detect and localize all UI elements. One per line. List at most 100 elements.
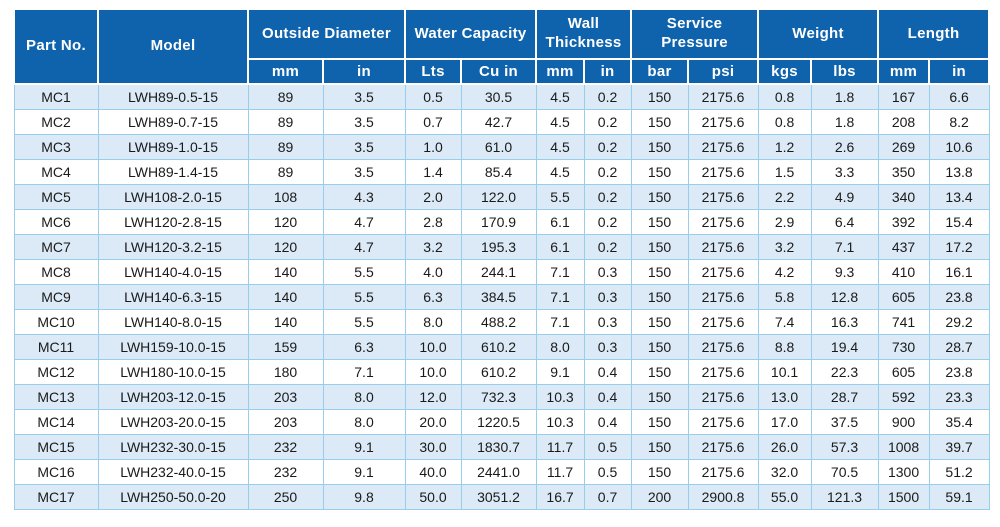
wc-lts-cell: 0.5 <box>404 83 462 110</box>
len-in-cell: 29.2 <box>928 308 990 335</box>
wc-cuin-cell: 732.3 <box>460 383 537 410</box>
wc-cuin-cell: 61.0 <box>460 133 537 160</box>
len-mm-cell: 269 <box>877 133 930 160</box>
len-mm-cell: 730 <box>877 333 930 360</box>
wt-mm-cell: 4.5 <box>535 83 585 110</box>
table-row: MC1 LWH89-0.5-15 89 3.5 0.5 30.5 4.5 0.2 150 2175… <box>13 83 990 110</box>
od-in-cell: 9.1 <box>322 458 406 485</box>
unit-w-kgs: kgs <box>757 58 813 85</box>
sp-bar-cell: 150 <box>630 83 689 110</box>
od-mm-cell: 203 <box>247 408 324 435</box>
od-in-cell: 7.1 <box>322 358 406 385</box>
sp-bar-cell: 150 <box>630 383 689 410</box>
sp-bar-cell: 150 <box>630 158 689 185</box>
part-no-cell: MC10 <box>13 308 99 335</box>
len-in-cell: 35.4 <box>928 408 990 435</box>
wt-mm-cell: 11.7 <box>535 458 585 485</box>
len-mm-cell: 1300 <box>877 458 930 485</box>
w-lbs-cell: 3.3 <box>810 158 879 185</box>
spec-table: Part No. Model Outside Diameter Water Ca… <box>13 8 991 510</box>
sp-bar-cell: 150 <box>630 333 689 360</box>
len-mm-cell: 900 <box>877 408 930 435</box>
model-cell: LWH140-4.0-15 <box>97 258 249 285</box>
wc-cuin-cell: 610.2 <box>460 333 537 360</box>
w-lbs-cell: 9.3 <box>810 258 879 285</box>
unit-od-mm: mm <box>247 58 324 85</box>
wc-cuin-cell: 1830.7 <box>460 433 537 460</box>
sp-psi-cell: 2175.6 <box>687 283 759 310</box>
table-row: MC2 LWH89-0.7-15 89 3.5 0.7 42.7 4.5 0.2 150 2175… <box>13 108 990 135</box>
model-cell: LWH180-10.0-15 <box>97 358 249 385</box>
w-kgs-cell: 2.9 <box>757 208 812 235</box>
header-outside-diameter: Outside Diameter <box>246 8 407 60</box>
part-no-cell: MC17 <box>13 483 99 510</box>
len-mm-cell: 592 <box>877 383 930 410</box>
len-in-cell: 6.6 <box>928 83 990 110</box>
wt-mm-cell: 11.7 <box>535 433 585 460</box>
od-mm-cell: 108 <box>247 183 324 210</box>
model-cell: LWH232-30.0-15 <box>97 433 249 460</box>
table-row: MC10 LWH140-8.0-15 140 5.5 8.0 488.2 7.1 0.3 150… <box>13 308 990 335</box>
wc-lts-cell: 2.8 <box>404 208 462 235</box>
len-mm-cell: 208 <box>877 108 930 135</box>
unit-sp-psi: psi <box>687 58 760 85</box>
header-weight: Weight <box>757 8 880 60</box>
wc-lts-cell: 30.0 <box>404 433 462 460</box>
od-mm-cell: 89 <box>247 83 324 110</box>
len-in-cell: 59.1 <box>928 483 990 510</box>
header-unit-row: mm in Lts Cu in mm in bar psi kgs lbs mm… <box>14 58 991 85</box>
w-kgs-cell: 7.4 <box>757 308 812 335</box>
wc-lts-cell: 1.4 <box>404 158 462 185</box>
wt-mm-cell: 6.1 <box>535 233 585 260</box>
part-no-cell: MC11 <box>13 333 99 360</box>
model-cell: LWH232-40.0-15 <box>97 458 249 485</box>
wt-mm-cell: 9.1 <box>535 358 585 385</box>
od-mm-cell: 159 <box>247 333 324 360</box>
od-mm-cell: 120 <box>247 233 324 260</box>
w-lbs-cell: 1.8 <box>810 108 879 135</box>
wt-in-cell: 0.2 <box>583 83 632 110</box>
wt-mm-cell: 4.5 <box>535 108 585 135</box>
table-body: MC1 LWH89-0.5-15 89 3.5 0.5 30.5 4.5 0.2 150 2175… <box>13 83 990 510</box>
wt-in-cell: 0.5 <box>583 433 632 460</box>
unit-len-in: in <box>928 58 991 85</box>
header-group-row: Part No. Model Outside Diameter Water Ca… <box>13 8 991 85</box>
part-no-cell: MC16 <box>13 458 99 485</box>
w-kgs-cell: 8.8 <box>757 333 812 360</box>
w-kgs-cell: 26.0 <box>757 433 812 460</box>
sp-psi-cell: 2175.6 <box>687 83 759 110</box>
w-lbs-cell: 4.9 <box>810 183 879 210</box>
wt-in-cell: 0.3 <box>583 308 632 335</box>
w-lbs-cell: 2.6 <box>810 133 879 160</box>
sp-psi-cell: 2175.6 <box>687 158 759 185</box>
wt-mm-cell: 7.1 <box>535 283 585 310</box>
len-in-cell: 15.4 <box>928 208 990 235</box>
len-mm-cell: 410 <box>877 258 930 285</box>
wc-cuin-cell: 170.9 <box>460 208 537 235</box>
w-lbs-cell: 57.3 <box>810 433 879 460</box>
part-no-cell: MC6 <box>13 208 99 235</box>
w-lbs-cell: 7.1 <box>810 233 879 260</box>
unit-len-mm: mm <box>877 58 931 85</box>
od-in-cell: 9.8 <box>322 483 406 510</box>
sp-bar-cell: 150 <box>630 433 689 460</box>
w-kgs-cell: 13.0 <box>757 383 812 410</box>
wc-lts-cell: 12.0 <box>404 383 462 410</box>
w-kgs-cell: 32.0 <box>757 458 812 485</box>
len-mm-cell: 1500 <box>877 483 930 510</box>
wc-lts-cell: 3.2 <box>404 233 462 260</box>
sp-psi-cell: 2175.6 <box>687 383 759 410</box>
model-cell: LWH159-10.0-15 <box>97 333 249 360</box>
od-in-cell: 3.5 <box>322 133 406 160</box>
unit-od-in: in <box>321 58 407 85</box>
od-mm-cell: 89 <box>247 133 324 160</box>
wt-in-cell: 0.7 <box>583 483 632 510</box>
header-service-pressure: Service Pressure <box>630 8 760 60</box>
len-in-cell: 23.3 <box>928 383 990 410</box>
od-in-cell: 8.0 <box>322 408 406 435</box>
unit-sp-bar: bar <box>630 58 690 85</box>
od-in-cell: 4.3 <box>322 183 406 210</box>
unit-wc-cuin: Cu in <box>460 58 538 85</box>
w-kgs-cell: 3.2 <box>757 233 812 260</box>
wc-cuin-cell: 122.0 <box>460 183 537 210</box>
